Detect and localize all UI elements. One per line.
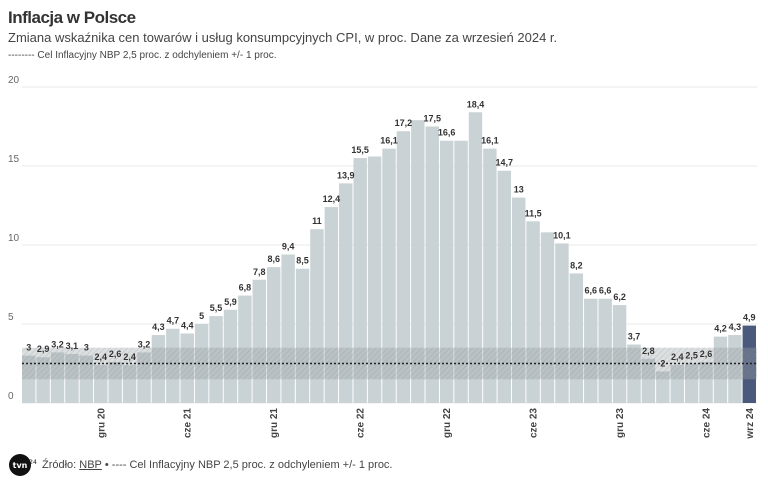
bar — [353, 158, 367, 403]
data-label: 16,1 — [380, 136, 398, 146]
data-label: 6,2 — [613, 292, 626, 302]
bar — [497, 170, 511, 403]
source-link[interactable]: NBP — [79, 459, 102, 471]
svg-text:24: 24 — [29, 459, 37, 466]
chart-subtitle: Zmiana wskaźnika cen towarów i usług kon… — [8, 30, 558, 45]
y-tick-label: 0 — [8, 391, 14, 402]
data-label: 4,7 — [167, 316, 180, 326]
data-label: 4,9 — [743, 313, 756, 323]
y-tick-label: 20 — [8, 75, 20, 86]
data-label: 4,4 — [181, 320, 194, 330]
footer: tvn 24 Źródło: NBP • ---- Cel Inflacyjny… — [8, 452, 393, 478]
data-label: 12,4 — [323, 194, 341, 204]
data-label: 3,7 — [628, 332, 641, 342]
bar — [295, 268, 310, 403]
source-label: Źródło: — [42, 459, 77, 471]
bar — [439, 140, 454, 403]
bar — [483, 148, 497, 403]
y-tick-label: 5 — [8, 312, 14, 323]
x-tick-label: wrz 24 — [745, 408, 756, 440]
x-tick-label: gru 20 — [96, 408, 107, 438]
data-label: 2,8 — [642, 346, 655, 356]
data-label: 6,6 — [599, 286, 612, 296]
data-label: 2,4 — [123, 352, 136, 362]
bar — [367, 156, 382, 403]
data-label: 3,2 — [138, 339, 151, 349]
tvn24-logo: tvn 24 — [9, 454, 37, 476]
data-label: 2,4 — [671, 352, 684, 362]
data-label: 17,5 — [423, 114, 441, 124]
x-tick-label: gru 22 — [442, 408, 453, 438]
data-label: 9,4 — [282, 241, 295, 251]
target-band — [22, 347, 757, 380]
bar — [411, 120, 425, 404]
bar — [382, 148, 396, 403]
data-label: 8,5 — [296, 256, 309, 266]
y-tick-label: 10 — [8, 233, 20, 244]
data-label: 8,6 — [267, 254, 280, 264]
data-label: 2,5 — [685, 351, 698, 361]
data-label: 4,3 — [152, 322, 165, 332]
data-labels: 3 2,9 3,2 3,1 32,4 2,6 2,43,24,34,7 4,455,55,96… — [26, 99, 755, 368]
x-tick-label: gru 23 — [615, 408, 626, 438]
data-label: 2,4 — [95, 352, 108, 362]
bar — [267, 267, 281, 403]
data-label: 2 — [660, 358, 665, 368]
data-label: 15,5 — [351, 145, 369, 155]
data-label: 6,8 — [239, 283, 252, 293]
data-label: 3 — [84, 343, 89, 353]
data-label: 4,3 — [729, 322, 742, 332]
x-tick-label: cze 22 — [356, 408, 367, 438]
chart-title: Inflacja w Polsce — [8, 8, 136, 27]
data-label: 3,1 — [66, 341, 79, 351]
svg-text:tvn: tvn — [13, 461, 28, 470]
data-label: 11 — [312, 216, 322, 226]
data-label: 5,9 — [224, 297, 237, 307]
data-label: 6,6 — [585, 286, 598, 296]
data-label: 5,5 — [210, 303, 223, 313]
data-label: 10,1 — [553, 230, 571, 240]
chart-legend: -------- Cel Inflacyjny NBP 2,5 proc. z … — [8, 50, 277, 61]
data-label: 14,7 — [496, 158, 514, 168]
data-label: 11,5 — [525, 208, 542, 218]
data-label: 13,9 — [337, 170, 355, 180]
data-label: 16,1 — [481, 136, 499, 146]
x-tick-label: gru 21 — [269, 408, 280, 438]
bar — [281, 254, 295, 403]
data-label: 3,2 — [51, 339, 64, 349]
data-label: 3 — [26, 343, 31, 353]
x-tick-label: cze 24 — [702, 408, 713, 438]
data-label: 5 — [199, 311, 204, 321]
data-label: 17,2 — [395, 118, 413, 128]
bar — [454, 140, 468, 403]
bar — [569, 273, 584, 403]
bar — [252, 279, 266, 403]
x-axis-ticks: gru 20 cze 21 gru 21 cze 22 gru 22 cze 23 gru … — [96, 408, 756, 440]
data-label: 8,2 — [570, 260, 583, 270]
y-tick-label: 15 — [8, 154, 20, 165]
data-label: 7,8 — [253, 267, 266, 277]
data-label: 2,6 — [109, 349, 122, 359]
data-label: 16,6 — [438, 128, 456, 138]
x-tick-label: cze 23 — [529, 408, 540, 438]
data-label: 13 — [514, 185, 524, 195]
data-label: 4,2 — [714, 324, 727, 334]
bar — [468, 112, 483, 403]
data-label: 18,4 — [467, 99, 485, 109]
bar — [425, 126, 439, 403]
x-tick-label: cze 21 — [183, 408, 194, 438]
data-label: 2,9 — [37, 344, 50, 354]
footer-note: • ---- Cel Inflacyjny NBP 2,5 proc. z od… — [104, 459, 393, 471]
data-label: 2,6 — [700, 349, 713, 359]
bar — [396, 131, 411, 404]
